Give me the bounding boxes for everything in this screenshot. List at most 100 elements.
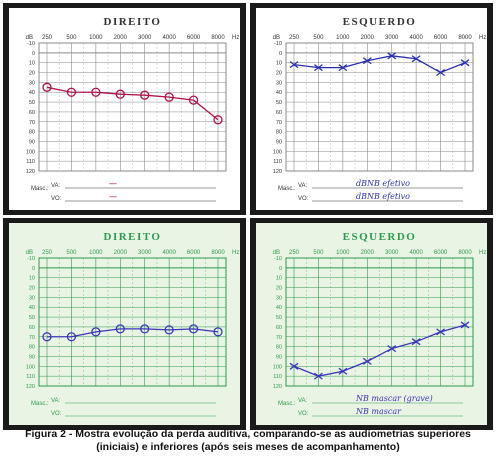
db-tick-label: 120	[26, 169, 35, 175]
db-tick-label: 70	[276, 120, 282, 126]
db-tick-label: 100	[273, 364, 282, 370]
unit-db-label: dB	[273, 250, 280, 256]
freq-tick-label: 500	[313, 35, 324, 41]
freq-tick-label: 250	[42, 35, 53, 41]
freq-tick-label: 3000	[138, 250, 152, 256]
chart-title: ESQUERDO	[343, 16, 417, 28]
freq-tick-label: 2000	[361, 250, 375, 256]
db-tick-label: 90	[276, 354, 282, 360]
db-tick-label: 80	[276, 345, 282, 351]
data-point-x	[387, 345, 397, 353]
data-point-x	[387, 52, 397, 60]
db-tick-label: 120	[273, 384, 282, 390]
db-tick-label: 50	[29, 100, 35, 106]
freq-tick-label: 6000	[187, 250, 201, 256]
audiogram-bottom-left: DIREITO dB Hz 250 500 1000 2000 3000 4000 6000 800…	[3, 218, 246, 430]
db-tick-label: 30	[276, 80, 282, 86]
audiogram-bottom-right: ESQUERDO dB Hz 250 500 1000 2000 3000 4000 6000 80…	[250, 218, 493, 430]
db-tick-label: 30	[29, 80, 35, 86]
va-annotation: dBNB efetivo	[356, 179, 410, 188]
db-tick-label: 60	[29, 325, 35, 331]
x-stroke	[387, 52, 397, 60]
freq-tick-label: 500	[313, 250, 324, 256]
caption-line-2: (iniciais) e inferiores (após seis meses…	[96, 441, 400, 453]
freq-tick-label: 250	[289, 250, 300, 256]
db-tick-label: 40	[29, 90, 35, 96]
db-tick-label: 100	[26, 364, 35, 370]
db-tick-label: -10	[27, 256, 35, 262]
freq-tick-label: 3000	[385, 35, 399, 41]
va-annotation: NB mascar (grave)	[355, 394, 433, 403]
data-point-circle	[213, 115, 223, 125]
chart-title: DIREITO	[104, 16, 162, 28]
db-tick-label: -10	[27, 41, 35, 47]
freq-tick-label: 250	[289, 35, 300, 41]
freq-tick-label: 4000	[409, 35, 423, 41]
freq-tick-label: 2000	[114, 35, 128, 41]
caption-line-1: Figura 2 - Mostra evolução da perda audi…	[25, 428, 471, 440]
db-tick-label: 10	[29, 61, 35, 67]
db-tick-label: 20	[29, 71, 35, 77]
paper	[256, 223, 487, 425]
unit-hz-label: Hz	[232, 250, 239, 256]
series-line	[293, 324, 466, 377]
vo-annotation: —	[109, 192, 117, 201]
vo-annotation: NB mascar	[355, 407, 402, 416]
data-point-x	[436, 328, 445, 336]
db-tick-label: 50	[29, 315, 35, 321]
x-stroke	[411, 338, 421, 346]
db-tick-label: 70	[29, 120, 35, 126]
freq-tick-label: 1000	[336, 35, 350, 41]
data-point-circle	[42, 332, 52, 342]
va-label: VA:	[298, 183, 308, 189]
unit-hz-label: Hz	[479, 35, 486, 41]
db-tick-label: 30	[29, 295, 35, 301]
freq-tick-label: 8000	[211, 250, 225, 256]
masc-label: Masc.:	[278, 401, 296, 407]
db-tick-label: 80	[29, 345, 35, 351]
db-tick-label: 110	[26, 159, 35, 165]
data-point-circle	[164, 92, 174, 102]
data-point-circle	[188, 95, 199, 105]
db-tick-label: 110	[26, 374, 35, 380]
data-point-x	[338, 367, 348, 375]
db-tick-label: 110	[273, 374, 282, 380]
db-tick-label: 30	[276, 295, 282, 301]
db-tick-label: 40	[29, 305, 35, 311]
data-point-circle	[140, 324, 150, 334]
db-tick-label: 20	[276, 71, 282, 77]
freq-tick-label: 1000	[336, 250, 350, 256]
paper	[9, 8, 240, 210]
data-point-x	[460, 59, 470, 67]
db-tick-label: 0	[32, 266, 35, 272]
freq-tick-label: 1000	[89, 35, 103, 41]
va-label: VA:	[51, 398, 61, 404]
data-point-x	[314, 372, 323, 380]
freq-tick-label: 4000	[162, 250, 176, 256]
db-tick-label: 100	[26, 149, 35, 155]
db-tick-label: -10	[274, 256, 282, 262]
db-tick-label: 10	[276, 61, 282, 67]
db-tick-label: 60	[29, 110, 35, 116]
data-point-x	[411, 338, 421, 346]
x-stroke	[387, 345, 397, 353]
data-point-x	[314, 64, 323, 72]
db-tick-label: 50	[276, 315, 282, 321]
vo-label: VO:	[298, 411, 309, 417]
db-tick-label: 10	[29, 276, 35, 282]
freq-tick-label: 500	[66, 35, 77, 41]
x-stroke	[362, 57, 372, 65]
vo-label: VO:	[298, 196, 309, 202]
freq-tick-label: 3000	[138, 35, 152, 41]
paper	[256, 8, 487, 210]
data-point-x	[411, 55, 421, 63]
db-tick-label: 20	[29, 286, 35, 292]
unit-db-label: dB	[273, 35, 280, 41]
db-tick-label: 90	[276, 139, 282, 145]
db-tick-label: 0	[279, 266, 282, 272]
data-point-x	[362, 357, 372, 365]
data-point-circle	[213, 327, 223, 337]
